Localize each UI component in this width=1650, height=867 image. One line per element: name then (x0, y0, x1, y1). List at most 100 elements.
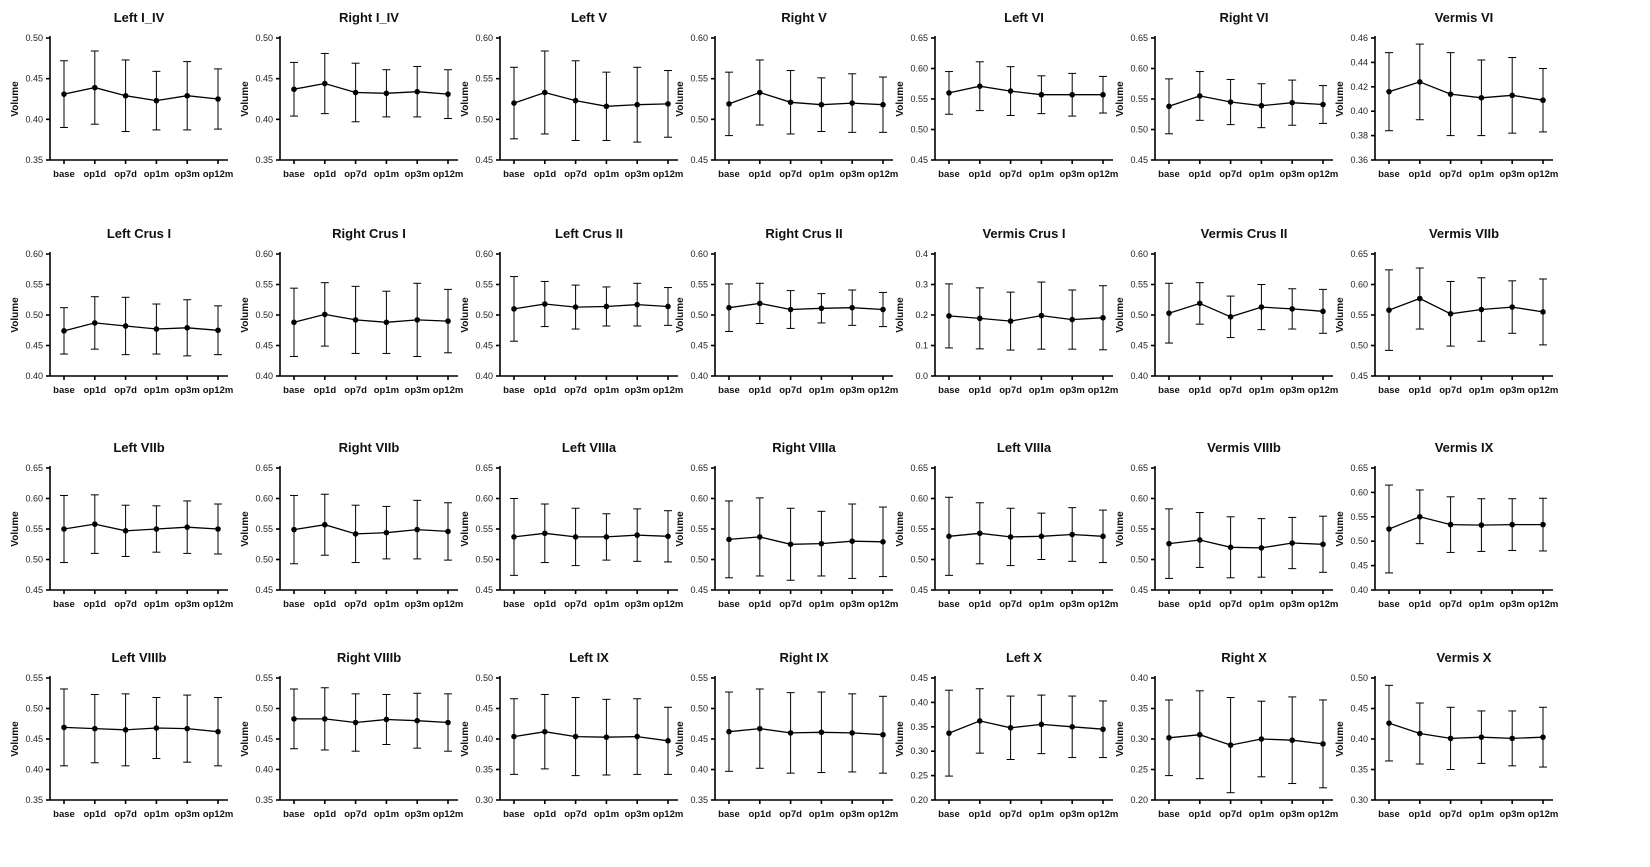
data-point (1007, 724, 1014, 731)
y-tick-label: 0.50 (690, 704, 708, 714)
series-line (63, 322, 219, 332)
data-point (1258, 102, 1265, 109)
data-point (634, 101, 640, 108)
data-point (92, 320, 98, 326)
x-tick-label: op12m (433, 809, 464, 820)
y-tick-label: 0.40 (1130, 371, 1148, 381)
chart-panel: Right Crus II Volume 0.40 0.45 0.50 0.55 0.60 b… (665, 216, 900, 432)
data-point (1038, 721, 1045, 728)
y-tick-label: 0.65 (1130, 33, 1148, 43)
x-tick-label: base (283, 599, 305, 610)
y-tick-label: 0.45 (910, 155, 928, 165)
x-tick-label: op1m (374, 385, 399, 396)
x-tick-label: op1d (1408, 809, 1431, 820)
y-axis-label: Volume (675, 721, 686, 757)
x-tick-label: op1m (809, 385, 834, 396)
x-tick-label: op7d (999, 169, 1022, 180)
y-tick-label: 0.55 (475, 280, 493, 290)
x-tick-label: op7d (999, 385, 1022, 396)
x-tick-label: op7d (999, 809, 1022, 820)
data-point (1100, 91, 1106, 98)
y-tick-label: 0.40 (1130, 673, 1148, 683)
y-tick-label: 0.30 (910, 746, 928, 756)
y-tick-label: 0.45 (1350, 704, 1368, 714)
data-point (665, 738, 671, 744)
y-tick-label: 0.55 (475, 74, 493, 84)
chart-title: Right X (1221, 650, 1267, 665)
x-tick-label: op1d (313, 599, 336, 610)
y-tick-label: 0.40 (910, 697, 928, 707)
data-point (1007, 534, 1014, 540)
data-point (1540, 734, 1546, 740)
x-tick-label: op3m (1060, 385, 1085, 396)
data-point (1197, 731, 1203, 738)
data-point (787, 99, 794, 106)
chart-svg: Left VIIIa Volume 0.45 0.50 0.55 0.60 0.65 base… (895, 440, 1118, 610)
data-point (946, 90, 952, 96)
chart-panel: Left V Volume 0.45 0.50 0.55 0.60 base op1d op7d… (450, 0, 685, 216)
y-tick-label: 0.50 (910, 125, 928, 135)
x-tick-label: op1m (594, 385, 619, 396)
x-tick-label: op1m (144, 169, 169, 180)
x-tick-label: op1m (374, 809, 399, 820)
x-tick-label: op12m (1528, 385, 1559, 396)
y-tick-label: 0.4 (915, 249, 928, 259)
data-point (726, 304, 732, 311)
x-tick-label: op7d (114, 385, 137, 396)
y-tick-label: 0.65 (690, 463, 708, 473)
data-point (946, 533, 952, 540)
y-tick-label: 0.60 (1350, 487, 1368, 497)
y-tick-label: 0.55 (1350, 512, 1368, 522)
y-axis-label: Volume (10, 81, 21, 117)
data-point (542, 301, 548, 307)
chart-panel: Left VIIIa Volume 0.45 0.50 0.55 0.60 0.65 base… (885, 430, 1120, 646)
x-tick-label: op12m (1308, 385, 1339, 396)
series-line (1388, 722, 1544, 740)
data-point (1540, 521, 1546, 528)
data-point (665, 101, 671, 107)
y-tick-label: 0.50 (25, 33, 43, 43)
chart-title: Right V (781, 10, 827, 25)
data-point (1447, 735, 1454, 742)
y-tick-label: 0.45 (475, 341, 493, 351)
x-tick-label: base (53, 169, 75, 180)
data-point (1509, 304, 1515, 310)
chart-panel: Left X Volume 0.20 0.25 0.30 0.35 0.40 0.45 base… (885, 640, 1120, 856)
chart-svg: Left VIIIa Volume 0.45 0.50 0.55 0.60 0.65 base… (460, 440, 683, 610)
data-point (1417, 295, 1423, 302)
x-tick-label: op1d (748, 169, 771, 180)
y-axis-label: Volume (460, 511, 471, 547)
data-point (322, 311, 328, 318)
chart-panel: Right I_IV Volume 0.35 0.40 0.45 0.50 base op1d… (230, 0, 465, 216)
data-point (1447, 521, 1454, 528)
data-point (726, 101, 732, 107)
y-tick-label: 0.65 (1130, 463, 1148, 473)
y-tick-label: 0.45 (255, 734, 273, 744)
x-tick-label: op3m (625, 809, 650, 820)
y-tick-label: 0.50 (25, 704, 43, 714)
chart-title: Left Crus I (107, 226, 171, 241)
chart-svg: Vermis IX Volume 0.40 0.45 0.50 0.55 0.60 0.65 b… (1335, 440, 1558, 610)
data-point (322, 80, 328, 87)
x-tick-label: op1m (594, 169, 619, 180)
x-tick-label: op1d (83, 809, 106, 820)
x-tick-label: op12m (433, 599, 464, 610)
data-point (352, 89, 359, 96)
x-tick-label: op1m (374, 169, 399, 180)
y-tick-label: 0.46 (1350, 33, 1368, 43)
y-tick-label: 0.50 (1130, 125, 1148, 135)
data-point (61, 91, 67, 97)
data-point (603, 303, 610, 310)
x-tick-label: base (718, 809, 740, 820)
data-point (215, 728, 221, 735)
y-tick-label: 0.45 (25, 734, 43, 744)
data-point (1509, 735, 1515, 742)
y-axis-label: Volume (1335, 721, 1346, 757)
x-tick-label: op1d (313, 385, 336, 396)
x-tick-label: op12m (1088, 385, 1119, 396)
data-point (1447, 310, 1454, 317)
data-point (603, 103, 610, 110)
data-point (1386, 720, 1392, 726)
y-tick-label: 0.42 (1350, 82, 1368, 92)
data-point (946, 730, 952, 736)
